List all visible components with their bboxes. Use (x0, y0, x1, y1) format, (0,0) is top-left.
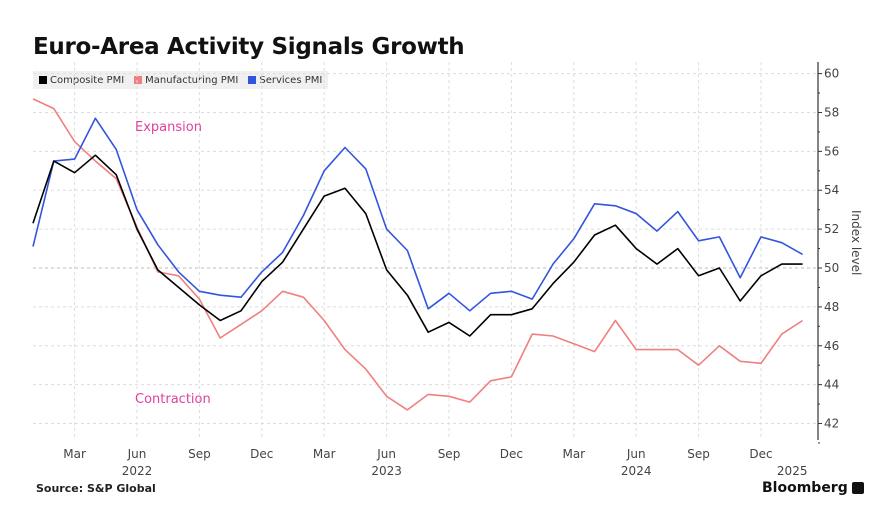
y-tick-label: 46 (824, 339, 839, 353)
legend-label-manufacturing: Manufacturing PMI (145, 74, 239, 86)
legend-swatch-composite (39, 76, 47, 84)
x-tick-label: Sep (438, 447, 461, 461)
x-tick-label: Jun (376, 447, 396, 461)
y-tick-label: 60 (824, 67, 839, 81)
brand-logo: Bloomberg (762, 480, 864, 496)
y-tick-label: 50 (824, 261, 839, 275)
brand-name: Bloomberg (762, 480, 848, 496)
legend: Composite PMI Manufacturing PMI Services… (33, 71, 329, 89)
x-tick-label: Mar (562, 447, 585, 461)
series-lines (32, 98, 804, 411)
x-tick-label: Dec (500, 447, 523, 461)
legend-swatch-manufacturing (134, 76, 143, 84)
x-year-label: 2024 (621, 464, 652, 478)
x-year-label: 2025 (777, 464, 808, 478)
bloomberg-terminal-icon (851, 482, 864, 494)
y-tick-label: 44 (824, 378, 839, 392)
x-tick-label: Jun (127, 447, 147, 461)
x-tick-label: Dec (250, 447, 273, 461)
source-note: Source: S&P Global (36, 482, 156, 495)
x-tick-label: Dec (749, 447, 772, 461)
y-tick-label: 52 (824, 222, 839, 236)
series-line-manufacturing-pmi (32, 98, 804, 411)
legend-item-composite: Composite PMI (39, 75, 124, 86)
grid-lines (33, 62, 818, 440)
x-tick-label: Jun (626, 447, 646, 461)
legend-item-services: Services PMI (248, 75, 322, 86)
y-tick-label: 56 (824, 144, 839, 158)
legend-item-manufacturing: Manufacturing PMI (134, 75, 238, 86)
y-tick-label: 54 (824, 183, 839, 197)
x-tick-label: Mar (313, 447, 336, 461)
y-tick-label: 58 (824, 105, 839, 119)
series-line-services-pmi (32, 117, 803, 312)
y-tick-label: 42 (824, 417, 839, 431)
annotation-expansion: Expansion (135, 120, 202, 135)
x-year-label: 2023 (371, 464, 402, 478)
series-line-composite-pmi (32, 154, 803, 337)
annotations: Expansion Contraction (135, 120, 211, 407)
x-tick-label: Sep (188, 447, 211, 461)
x-year-label: 2022 (122, 464, 153, 478)
x-tick-label: Mar (63, 447, 86, 461)
legend-label-services: Services PMI (259, 74, 323, 86)
x-tick-label: Sep (687, 447, 710, 461)
y-axis: 42 44 46 48 50 52 54 56 58 60 Index level (817, 62, 863, 444)
y-tick-label: 48 (824, 300, 839, 314)
legend-swatch-services (248, 76, 257, 84)
annotation-contraction: Contraction (135, 392, 211, 407)
y-axis-label: Index level (849, 210, 863, 275)
x-axis: Mar Jun 2022 Sep Dec Mar Jun 2023 Sep Dec Mar Jun 20… (63, 447, 807, 478)
legend-label-composite: Composite PMI (50, 74, 125, 86)
chart-title: Euro-Area Activity Signals Growth (33, 34, 465, 60)
